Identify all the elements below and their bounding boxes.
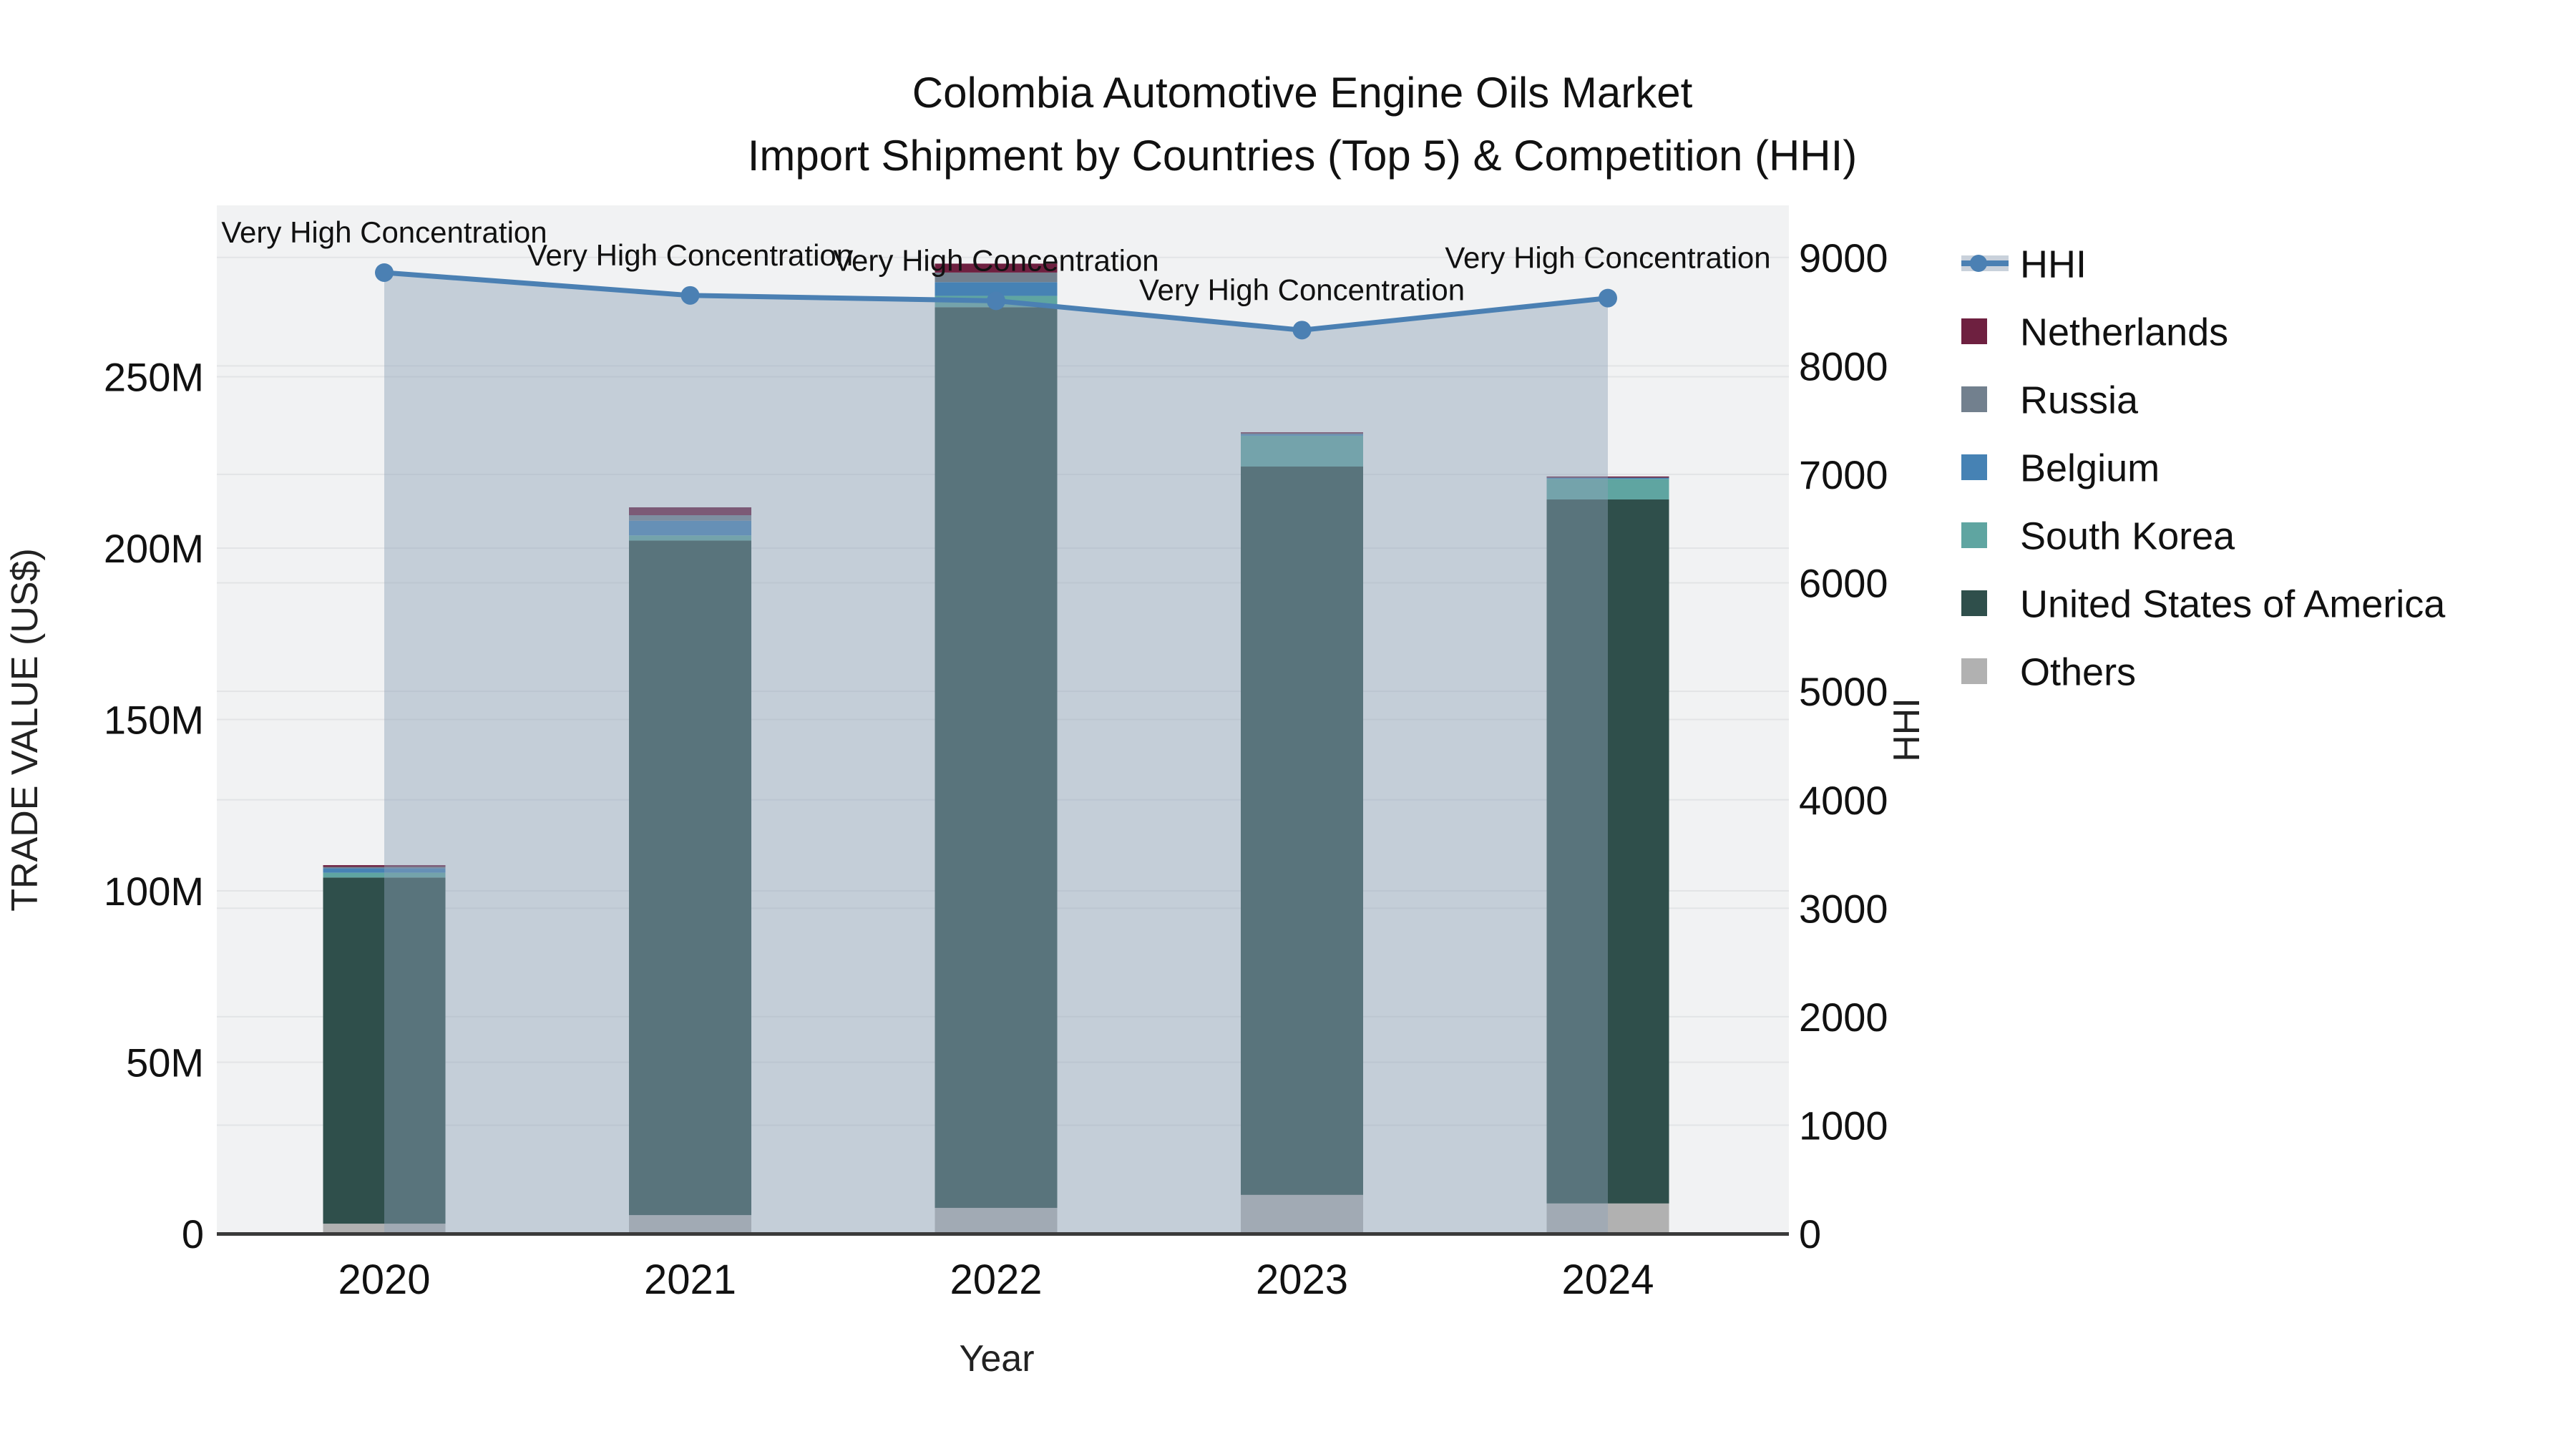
right-tick-6000: 6000 [1799, 561, 1888, 606]
bar-segment-others-2020[interactable] [323, 1224, 446, 1234]
annotation-2020: Very High Concentration [221, 215, 547, 249]
legend-hhi-marker-icon [1970, 255, 1987, 272]
bar-segment-south-korea-2020[interactable] [323, 872, 446, 878]
hhi-point-2021[interactable] [680, 286, 700, 305]
hhi-point-2022[interactable] [987, 291, 1005, 311]
left-tick-200M: 200M [104, 526, 204, 571]
annotation-2021: Very High Concentration [527, 238, 853, 272]
bar-segment-russia-2022[interactable] [935, 272, 1058, 283]
legend-item-others[interactable]: Others [1961, 650, 2136, 693]
legend-label-russia: Russia [2020, 379, 2139, 421]
legend-swatch-south-korea [1961, 522, 1987, 548]
bar-segment-others-2022[interactable] [935, 1208, 1058, 1234]
left-tick-150M: 150M [104, 698, 204, 743]
x-tick-2021: 2021 [644, 1257, 736, 1303]
bar-segment-belgium-2020[interactable] [323, 868, 446, 873]
bar-segment-belgium-2023[interactable] [1241, 434, 1363, 436]
legend-swatch-others [1961, 658, 1987, 684]
left-tick-250M: 250M [104, 355, 204, 400]
bar-segment-south-korea-2023[interactable] [1241, 435, 1363, 467]
bar-segment-others-2021[interactable] [629, 1215, 751, 1234]
right-tick-4000: 4000 [1799, 778, 1888, 823]
left-axis-tick-labels: 0 50M 100M 150M 200M 250M [104, 355, 204, 1257]
legend-item-south-korea[interactable]: South Korea [1961, 514, 2235, 557]
bar-segment-russia-2023[interactable] [1241, 433, 1363, 435]
bar-stacks [323, 263, 1669, 1234]
bar-segment-netherlands-2022[interactable] [935, 263, 1058, 273]
bar-segment-south-korea-2021[interactable] [629, 535, 751, 541]
legend-label-belgium: Belgium [2020, 447, 2160, 489]
bar-segment-russia-2020[interactable] [323, 867, 446, 869]
bar-segment-russia-2021[interactable] [629, 515, 751, 521]
x-tick-2020: 2020 [338, 1257, 430, 1303]
right-tick-0: 0 [1799, 1211, 1821, 1257]
right-tick-1000: 1000 [1799, 1103, 1888, 1148]
right-tick-8000: 8000 [1799, 344, 1888, 389]
bar-segment-belgium-2021[interactable] [629, 520, 751, 536]
bar-segment-netherlands-2024[interactable] [1546, 476, 1669, 478]
right-tick-3000: 3000 [1799, 886, 1888, 931]
hhi-area-fill [384, 272, 1608, 1234]
bar-segment-united-states-of-america-2023[interactable] [1241, 466, 1363, 1195]
right-tick-7000: 7000 [1799, 452, 1888, 497]
hhi-point-2023[interactable] [1292, 321, 1312, 340]
left-axis-title: TRADE VALUE (US$) [4, 548, 46, 912]
hhi-point-2024[interactable] [1599, 288, 1617, 308]
hhi-point-2020[interactable] [375, 263, 394, 282]
legend-label-netherlands: Netherlands [2020, 311, 2228, 353]
annotation-2024: Very High Concentration [1445, 241, 1770, 275]
legend-item-russia[interactable]: Russia [1961, 379, 2139, 421]
x-tick-2024: 2024 [1561, 1257, 1654, 1303]
annotation-2022: Very High Concentration [833, 243, 1158, 277]
legend-swatch-russia [1961, 386, 1987, 412]
right-axis-tick-labels: 0 1000 2000 3000 4000 5000 6000 7000 8000 9000 [1799, 235, 1888, 1257]
bar-segment-south-korea-2024[interactable] [1546, 479, 1669, 499]
legend-label-south-korea: South Korea [2020, 514, 2235, 557]
right-tick-9000: 9000 [1799, 235, 1888, 280]
left-tick-100M: 100M [104, 869, 204, 914]
legend: HHI Netherlands Russia Belgium South Korea Un… [1961, 243, 2446, 693]
bar-segment-united-states-of-america-2020[interactable] [323, 877, 446, 1224]
legend-label-others: Others [2020, 650, 2136, 693]
x-tick-2022: 2022 [950, 1257, 1042, 1303]
annotation-2023: Very High Concentration [1139, 273, 1465, 306]
x-axis-title: Year [959, 1338, 1034, 1380]
chart-title-line2: Import Shipment by Countries (Top 5) & C… [748, 132, 1858, 180]
legend-item-hhi[interactable]: HHI [1961, 243, 2087, 286]
bar-segment-united-states-of-america-2021[interactable] [629, 540, 751, 1216]
right-tick-5000: 5000 [1799, 669, 1888, 714]
bar-segment-united-states-of-america-2024[interactable] [1546, 499, 1669, 1204]
bar-segment-netherlands-2020[interactable] [323, 865, 446, 867]
chart-title-line1: Colombia Automotive Engine Oils Market [912, 69, 1693, 117]
legend-swatch-belgium [1961, 454, 1987, 480]
bar-segment-belgium-2024[interactable] [1546, 477, 1669, 479]
bar-segment-belgium-2022[interactable] [935, 282, 1058, 296]
bar-segment-united-states-of-america-2022[interactable] [935, 307, 1058, 1209]
legend-label-hhi: HHI [2020, 243, 2087, 286]
legend-item-netherlands[interactable]: Netherlands [1961, 311, 2228, 353]
left-tick-50M: 50M [126, 1040, 204, 1085]
legend-item-united-states-of-america[interactable]: United States of America [1961, 582, 2446, 625]
x-tick-2023: 2023 [1256, 1257, 1348, 1303]
hhi-markers [375, 263, 1617, 340]
legend-swatch-netherlands [1961, 318, 1987, 344]
gridline-right [217, 256, 1789, 258]
bar-segment-netherlands-2023[interactable] [1241, 432, 1363, 434]
left-tick-0: 0 [182, 1211, 204, 1257]
bar-segment-others-2024[interactable] [1546, 1203, 1669, 1234]
legend-item-belgium[interactable]: Belgium [1961, 447, 2160, 489]
legend-label-united-states-of-america: United States of America [2020, 582, 2446, 625]
legend-swatch-united-states-of-america [1961, 590, 1987, 616]
bar-segment-netherlands-2021[interactable] [629, 507, 751, 516]
x-axis-tick-labels: 2020 2021 2022 2023 2024 [338, 1257, 1654, 1303]
x-axis-line [217, 1232, 1789, 1236]
right-tick-2000: 2000 [1799, 995, 1888, 1040]
bar-segment-others-2023[interactable] [1241, 1194, 1363, 1234]
right-axis-title: HHI [1886, 698, 1928, 762]
